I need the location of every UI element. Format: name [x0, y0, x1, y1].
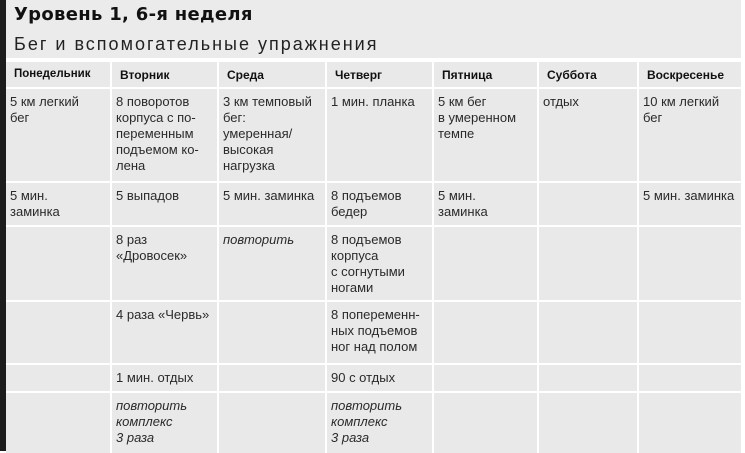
- table-cell: 5 км бег в умеренном темпе: [434, 89, 537, 181]
- table-cell: 5 мин. заминка: [219, 183, 325, 225]
- table-cell: 4 раза «Червь»: [112, 302, 217, 363]
- table-cell: 1 мин. отдых: [112, 365, 217, 391]
- table-cell: 8 подъемов бедер: [327, 183, 432, 225]
- table-cell: 5 км легкий бег: [6, 89, 110, 181]
- title-box: Уровень 1, 6-я неделя Бег и вспомогатель…: [6, 0, 741, 58]
- table-cell: 8 поворотов корпуса с по- переменным под…: [112, 89, 217, 181]
- table-cell: [539, 183, 637, 225]
- column-header: Пятница: [434, 62, 537, 87]
- table-cell: [6, 302, 110, 363]
- table-cell: [539, 302, 637, 363]
- table-cell: повторить: [219, 227, 325, 300]
- table-cell: 90 с отдых: [327, 365, 432, 391]
- column-header: Четверг: [327, 62, 432, 87]
- table-cell: повторить комплекс 3 раза: [112, 393, 217, 453]
- table-cell: 8 раз «Дровосек»: [112, 227, 217, 300]
- table-cell: 3 км темповый бег: умеренная/ высокая на…: [219, 89, 325, 181]
- column-header: Воскресенье: [639, 62, 741, 87]
- table-cell: 5 мин. заминка: [6, 183, 110, 225]
- left-accent-bar: [0, 0, 6, 451]
- table-cell: [434, 393, 537, 453]
- page-title: Уровень 1, 6-я неделя: [14, 4, 253, 25]
- table-cell: 5 выпадов: [112, 183, 217, 225]
- table-cell: [6, 227, 110, 300]
- table-cell: [6, 365, 110, 391]
- table-cell: [639, 302, 741, 363]
- column-header: Среда: [219, 62, 325, 87]
- column-header: Вторник: [112, 62, 217, 87]
- table-cell: [539, 365, 637, 391]
- table-cell: [639, 227, 741, 300]
- table-cell: [434, 365, 537, 391]
- table-cell: повторить комплекс 3 раза: [327, 393, 432, 453]
- column-header: Понедельник: [6, 62, 110, 87]
- table-cell: [539, 393, 637, 453]
- table-cell: [434, 302, 537, 363]
- table-cell: 8 подъемов корпуса с согнутыми ногами: [327, 227, 432, 300]
- table-cell: 5 мин. заминка: [639, 183, 741, 225]
- schedule-table: Понедельник Вторник Среда Четверг Пятница Суб…: [6, 62, 741, 453]
- table-cell: [219, 302, 325, 363]
- page-subtitle: Бег и вспомогательные упражнения: [14, 34, 379, 54]
- table-cell: 5 мин. заминка: [434, 183, 537, 225]
- column-header: Суббота: [539, 62, 637, 87]
- table-cell: [219, 393, 325, 453]
- table-cell: 1 мин. планка: [327, 89, 432, 181]
- table-cell: [639, 365, 741, 391]
- table-cell: [539, 227, 637, 300]
- table-cell: 8 попеременн- ных подъемов ног над полом: [327, 302, 432, 363]
- table-cell: 10 км легкий бег: [639, 89, 741, 181]
- table-cell: [639, 393, 741, 453]
- table-cell: отдых: [539, 89, 637, 181]
- table-cell: [219, 365, 325, 391]
- table-cell: [6, 393, 110, 453]
- table-cell: [434, 227, 537, 300]
